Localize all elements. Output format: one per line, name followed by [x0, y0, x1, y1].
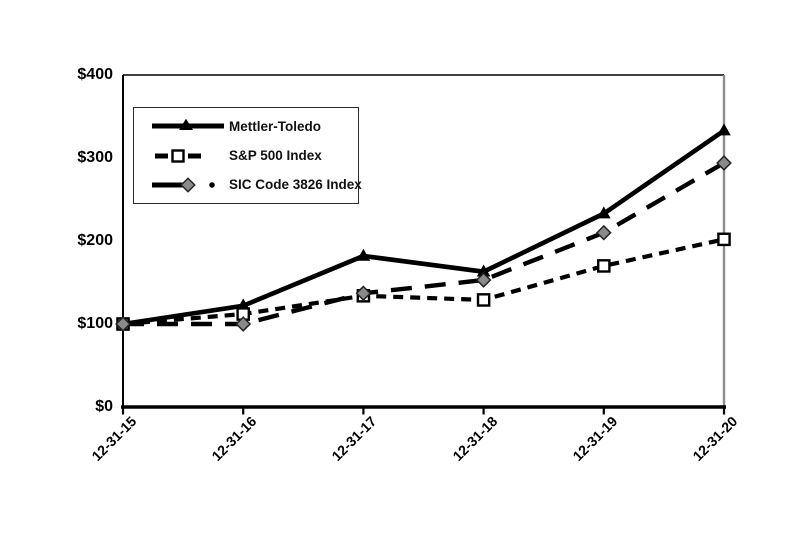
marker-mettler-toledo-3	[476, 264, 491, 277]
legend-box: Mettler-Toledo S&P 500 Index SIC Code 38…	[133, 107, 362, 204]
series-line-sic-code-3826-index	[123, 161, 726, 327]
legend-swatch-solid-triangle-icon	[152, 119, 224, 131]
y-tick-label-0: $0	[95, 398, 113, 415]
legend-label-sic-3826: SIC Code 3826 Index	[229, 177, 362, 193]
legend-item-sp500: S&P 500 Index	[134, 143, 358, 169]
y-tick-label-100: $100	[77, 315, 113, 332]
marker-sic-code-3826-index-4	[595, 224, 612, 241]
legend-item-sic-3826: SIC Code 3826 Index	[134, 172, 362, 198]
series-line-mettler-toledo	[122, 128, 726, 327]
marker-sic-code-3826-index-2	[355, 285, 372, 302]
marker-mettler-toledo-2	[356, 248, 371, 261]
legend-swatch-dash-square-icon	[155, 148, 201, 163]
y-tick-label-400: $400	[77, 66, 113, 83]
legend-swatch-longdash-diamond-icon	[152, 176, 215, 193]
marker-s-p-500-index-5	[717, 232, 731, 247]
legend-label-sp500: S&P 500 Index	[229, 148, 322, 163]
marker-s-p-500-index-4	[597, 259, 611, 273]
marker-sic-code-3826-index-1	[235, 316, 252, 332]
marker-sic-code-3826-index-0	[115, 316, 131, 332]
legend-item-mettler-toledo: Mettler-Toledo	[134, 113, 358, 139]
marker-s-p-500-index-3	[476, 293, 491, 307]
legend-label-mettler-toledo: Mettler-Toledo	[229, 118, 321, 134]
marker-mettler-toledo-4	[597, 206, 611, 219]
y-tick-label-200: $200	[77, 232, 113, 249]
marker-sic-code-3826-index-5	[716, 155, 732, 171]
marker-sic-code-3826-index-3	[475, 272, 492, 288]
y-tick-label-300: $300	[77, 149, 113, 166]
marker-mettler-toledo-5	[717, 123, 731, 136]
